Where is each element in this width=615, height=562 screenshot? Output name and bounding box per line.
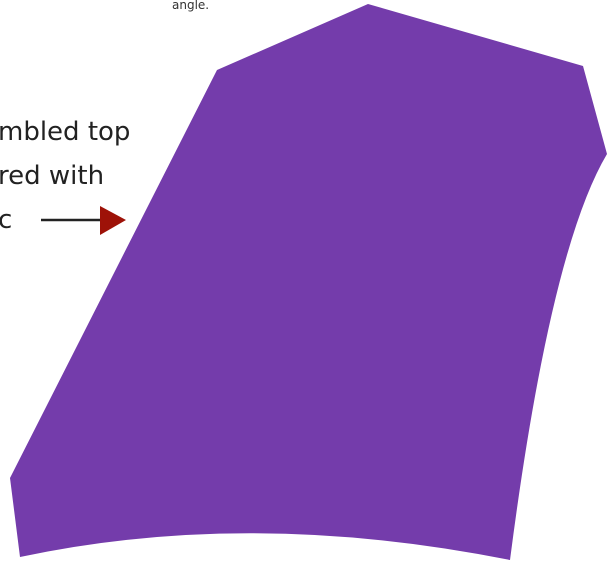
purple-shape: [10, 4, 607, 560]
arrow-head-icon: [100, 206, 126, 235]
callout-line-2: red with: [0, 161, 104, 191]
top-caption: angle.: [172, 0, 209, 12]
callout-line-1: mbled top: [0, 117, 130, 147]
callout-line-3: c: [0, 205, 12, 235]
